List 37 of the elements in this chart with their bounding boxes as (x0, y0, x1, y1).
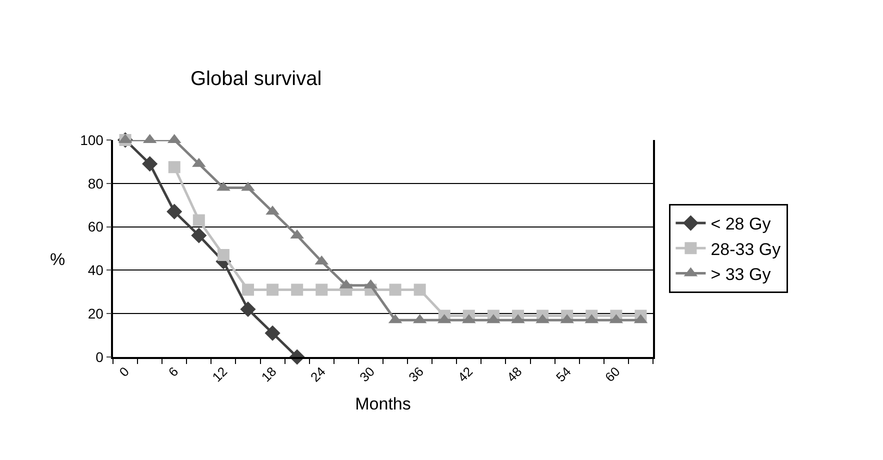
y-tick-label: 40 (88, 262, 104, 278)
point (291, 284, 304, 296)
point (217, 249, 230, 262)
x-tick-label: 60 (602, 364, 623, 385)
x-tick-label: 6 (165, 364, 182, 380)
x-tick-label: 0 (116, 364, 132, 380)
y-tick-label: 0 (96, 348, 104, 365)
point (191, 228, 207, 244)
x-tick-label: 24 (308, 364, 328, 385)
point (192, 214, 205, 226)
point (242, 284, 254, 296)
point (264, 325, 280, 341)
legend-label: > 33 Gy (710, 264, 772, 284)
y-tick-label: 20 (88, 306, 104, 322)
y-axis-title: % (50, 250, 66, 269)
point (240, 301, 256, 318)
point (316, 284, 328, 296)
point (389, 284, 402, 296)
x-tick-label: 42 (454, 364, 476, 385)
point (414, 284, 426, 296)
x-tick-label: 12 (209, 364, 230, 385)
point (266, 284, 279, 296)
y-tick-label: 60 (88, 218, 104, 235)
x-tick-label: 30 (356, 364, 378, 385)
x-tick-label: 54 (552, 364, 574, 385)
legend-label: 28-33 Gy (710, 240, 782, 259)
y-tick-label: 100 (80, 132, 104, 148)
x-tick-label: 18 (258, 364, 280, 385)
point (168, 161, 180, 174)
legend-label: < 28 Gy (710, 214, 772, 234)
x-axis-title: Months (355, 394, 411, 414)
y-tick-label: 80 (88, 175, 104, 192)
x-tick-label: 48 (504, 364, 525, 385)
x-tick-label: 36 (406, 364, 427, 385)
chart-title: Global survival (190, 68, 322, 90)
point (166, 204, 182, 220)
point (142, 156, 158, 172)
